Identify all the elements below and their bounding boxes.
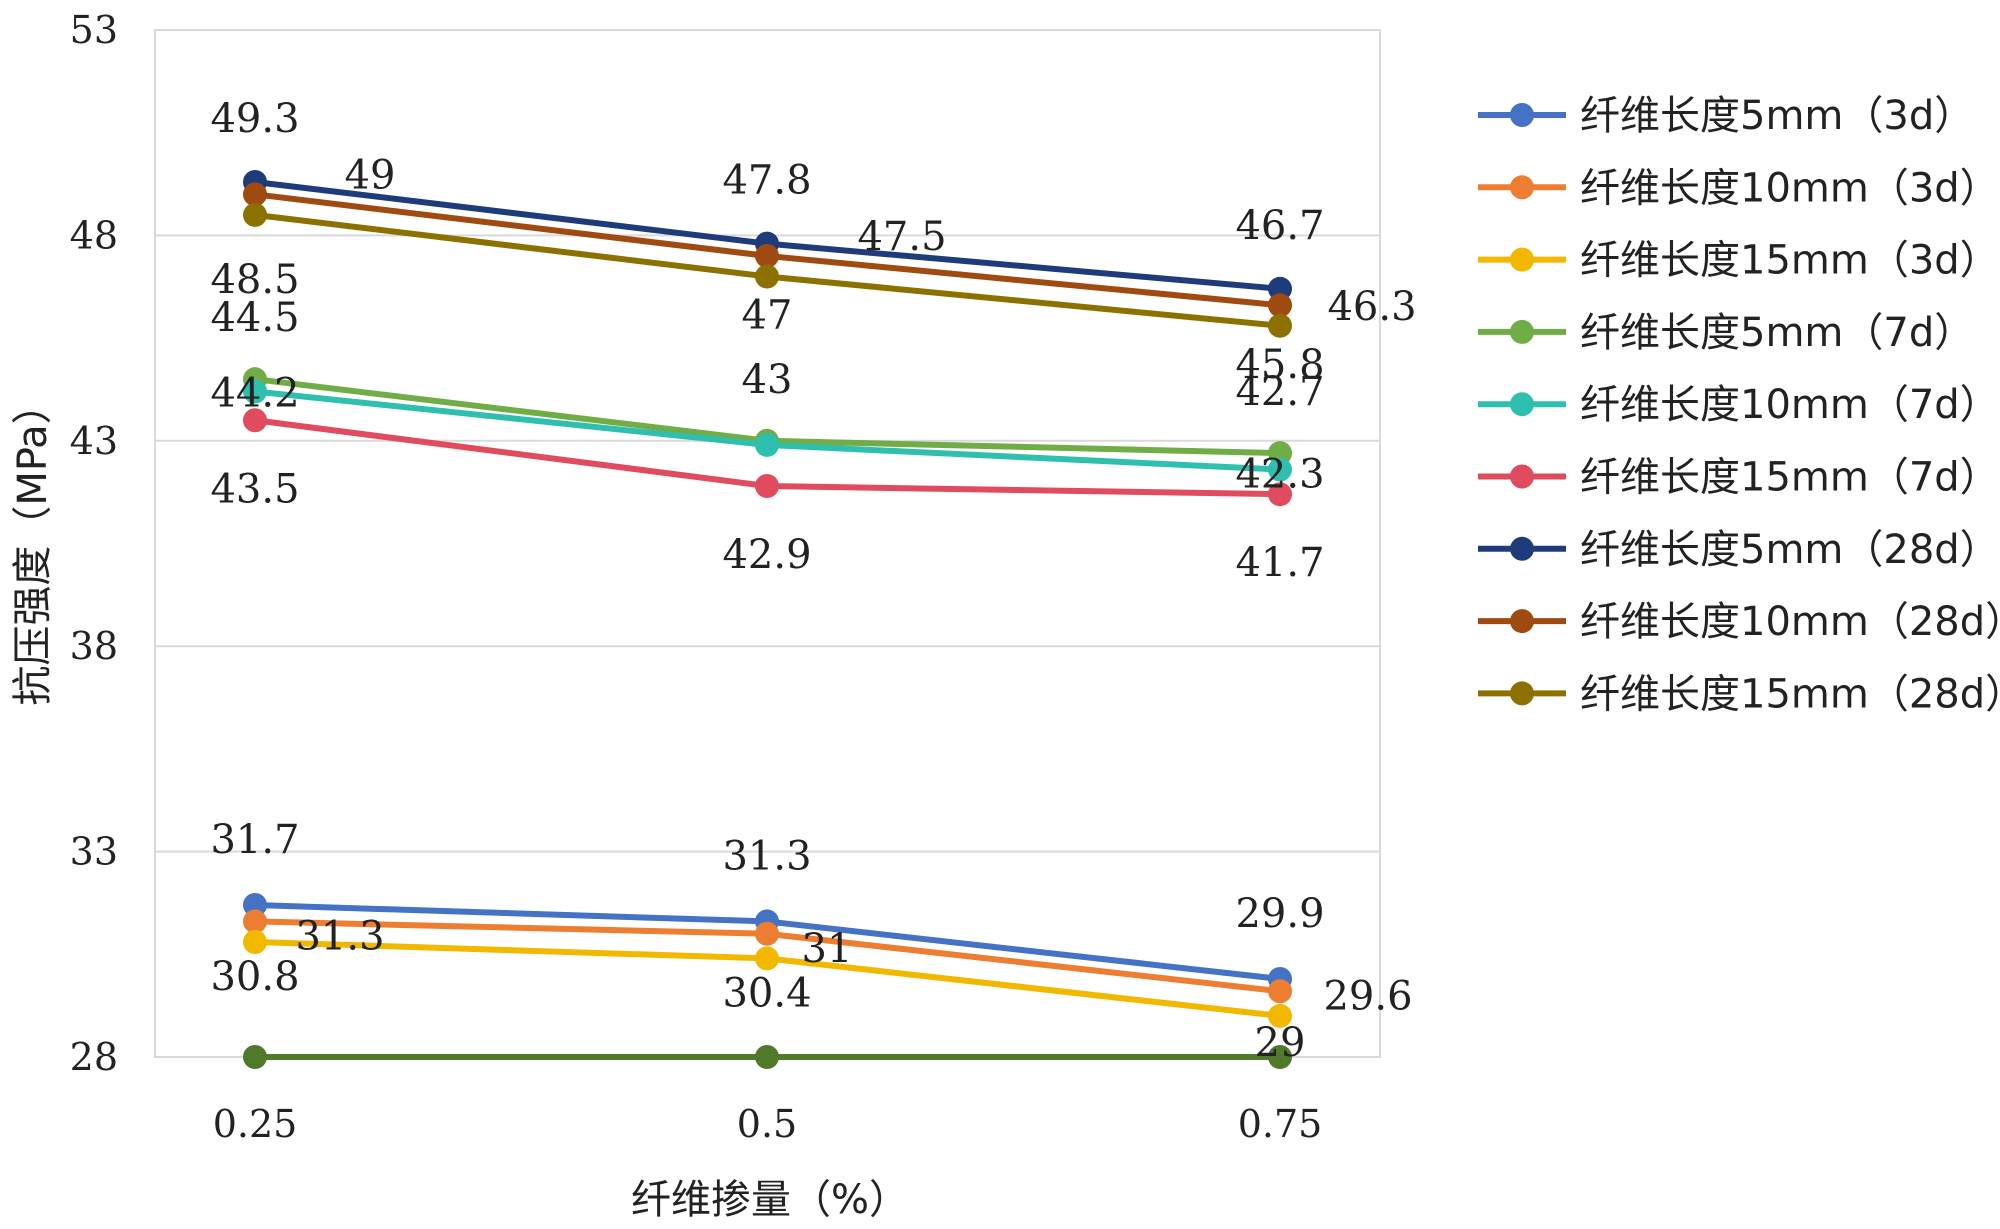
data-label-0-2: 29.9 (1235, 891, 1324, 937)
y-axis-title: 抗压强度（MPa） (10, 384, 56, 705)
series-point-8-0 (243, 202, 267, 227)
series-point-2-0 (243, 929, 267, 954)
data-labels: 31.7 31.3 29.9 31.3 31 29.6 30.8 30.4 29 44.5 43 42… (210, 96, 1416, 1066)
data-label-4-0: 44.2 (210, 371, 299, 417)
legend-label-1: 纤维长度10mm（3d） (1580, 165, 2000, 211)
series-point-7-2 (1268, 293, 1292, 318)
data-label-1-1: 31 (802, 926, 853, 972)
legend-label-0: 纤维长度5mm（3d） (1580, 93, 1974, 139)
y-tick-label: 48 (70, 213, 118, 257)
series-point-1-0 (243, 909, 267, 934)
legend-marker-1 (1510, 175, 1534, 200)
series-point-4-1 (755, 432, 779, 457)
y-tick-label: 53 (70, 8, 118, 52)
legend-marker-3 (1510, 319, 1534, 344)
series-point-9-0 (243, 1045, 267, 1069)
series-point-1-1 (755, 921, 779, 946)
data-label-5-0: 43.5 (210, 466, 299, 512)
series-points (243, 169, 1292, 1069)
series-point-9-1 (755, 1045, 779, 1069)
data-label-0-0: 31.7 (210, 817, 299, 863)
legend: 纤维长度5mm（3d） 纤维长度10mm（3d） 纤维长度15mm（3d） 纤维长度5… (1478, 93, 2000, 717)
series-point-7-1 (755, 243, 779, 268)
legend-marker-7 (1510, 609, 1534, 634)
legend-marker-0 (1510, 103, 1534, 127)
x-axis-ticks: 0.25 0.5 0.75 (213, 1102, 1323, 1146)
y-tick-label: 43 (70, 419, 118, 463)
series-point-5-0 (243, 408, 267, 433)
data-label-0-1: 31.3 (722, 833, 811, 879)
legend-label-5: 纤维长度15mm（7d） (1580, 455, 2000, 501)
data-label-5-2: 41.7 (1235, 540, 1324, 586)
x-tick-label: 0.5 (737, 1102, 797, 1146)
legend-label-4: 纤维长度10mm（7d） (1580, 382, 2000, 428)
data-label-3-2: 42.7 (1235, 369, 1324, 415)
data-label-2-0: 30.8 (210, 954, 299, 1000)
series-point-6-2 (1268, 276, 1292, 301)
series-point-8-1 (755, 264, 779, 289)
series-point-2-2 (1268, 1003, 1292, 1028)
data-label-1-0: 31.3 (295, 913, 384, 959)
series-point-4-0 (243, 379, 267, 404)
legend-marker-2 (1510, 247, 1534, 272)
x-axis-title: 纤维掺量（%） (631, 1177, 909, 1223)
legend-marker-5 (1510, 464, 1534, 489)
series-point-9-2 (1268, 1045, 1292, 1069)
legend-label-2: 纤维长度15mm（3d） (1580, 238, 2000, 284)
legend-marker-8 (1510, 681, 1534, 706)
legend-label-3: 纤维长度5mm（7d） (1580, 310, 1974, 356)
series-point-5-1 (755, 473, 779, 498)
data-label-4-2: 42.3 (1235, 452, 1324, 498)
data-label-7-1: 47.5 (857, 214, 946, 260)
series-point-3-2 (1268, 441, 1292, 466)
data-label-5-1: 42.9 (722, 532, 811, 578)
legend-marker-4 (1510, 392, 1534, 417)
data-label-8-1: 47 (742, 292, 793, 338)
legend-label-8: 纤维长度15mm（28d） (1580, 671, 2000, 717)
data-label-6-2: 46.7 (1235, 203, 1324, 249)
legend-label-7: 纤维长度10mm（28d） (1580, 599, 2000, 645)
data-label-6-0: 49.3 (210, 96, 299, 142)
series-point-1-2 (1268, 979, 1292, 1004)
data-label-8-2: 45.8 (1235, 342, 1324, 388)
data-label-7-2: 46.3 (1327, 284, 1416, 330)
data-label-3-1: 43 (742, 357, 793, 403)
data-label-2-1: 30.4 (722, 970, 811, 1016)
legend-label-6: 纤维长度5mm（28d） (1580, 527, 2000, 573)
series-point-4-2 (1268, 457, 1292, 482)
series-point-2-1 (755, 946, 779, 971)
data-label-7-0: 49 (345, 152, 396, 198)
series-point-7-0 (243, 182, 267, 207)
data-label-3-0: 44.5 (210, 295, 299, 341)
data-label-8-0: 48.5 (210, 257, 299, 303)
x-tick-label: 0.75 (1238, 1102, 1323, 1146)
y-tick-label: 38 (70, 624, 118, 668)
series-point-5-2 (1268, 482, 1292, 507)
y-axis-ticks: 28 33 38 43 48 53 (70, 8, 118, 1079)
x-tick-label: 0.25 (213, 1102, 298, 1146)
data-label-2-2: 29 (1255, 1020, 1306, 1066)
legend-marker-6 (1510, 536, 1534, 561)
data-label-6-1: 47.8 (722, 158, 811, 204)
series-point-8-2 (1268, 313, 1292, 338)
y-tick-label: 28 (70, 1035, 118, 1079)
series-point-0-0 (243, 893, 267, 918)
y-tick-label: 33 (70, 830, 118, 874)
data-label-1-2: 29.6 (1323, 973, 1412, 1019)
